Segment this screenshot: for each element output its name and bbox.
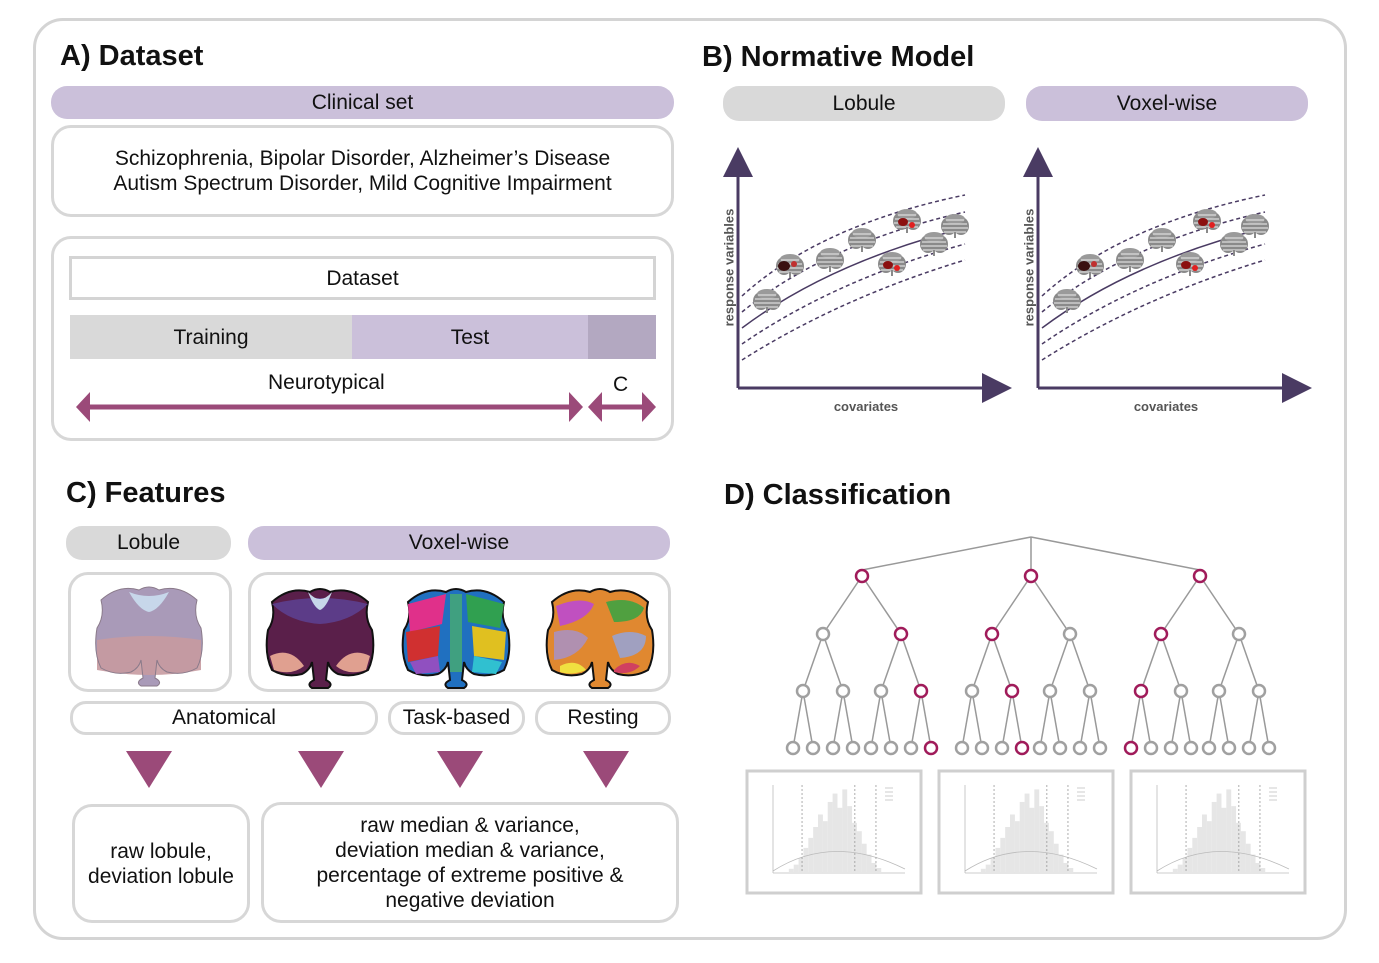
clinical-set-pill: Clinical set xyxy=(51,86,674,119)
tree-leaf-node xyxy=(1201,740,1217,756)
tree-node xyxy=(1231,626,1247,642)
clinical-c-label: C xyxy=(613,373,629,396)
voxelwise-normative-plot xyxy=(1023,147,1312,403)
tree-root-node xyxy=(1023,568,1039,584)
tree-node xyxy=(1004,683,1020,699)
lobule-flatmap xyxy=(95,586,203,687)
disorders-line-2: Autism Spectrum Disorder, Mild Cognitive… xyxy=(113,172,612,195)
lobule-normative-plot xyxy=(723,147,1012,403)
voxelwise-model-pill: Voxel-wise xyxy=(1026,86,1308,121)
tree-node xyxy=(1042,683,1058,699)
task-based-pill: Task-based xyxy=(388,701,525,735)
disorders-box: Schizophrenia, Bipolar Disorder, Alzheim… xyxy=(51,125,674,217)
voxel-features-line-1: raw median & variance, xyxy=(360,813,580,837)
tree-node xyxy=(893,626,909,642)
tree-leaf-node xyxy=(1143,740,1159,756)
tree-node xyxy=(964,683,980,699)
tree-leaf-node xyxy=(1261,740,1277,756)
tree-node xyxy=(815,626,831,642)
resting-flatmap xyxy=(545,588,655,689)
tree-leaf-node xyxy=(1052,740,1068,756)
tree-node xyxy=(984,626,1000,642)
tree-root-node xyxy=(854,568,870,584)
histogram-thumbnail xyxy=(937,769,1115,895)
lobule-features-pill: Lobule xyxy=(66,526,231,560)
lobule-features-line-1: raw lobule, xyxy=(110,839,212,863)
tree-leaf-node xyxy=(923,740,939,756)
tree-leaf-node xyxy=(1183,740,1199,756)
tree-leaf-node xyxy=(1221,740,1237,756)
tree-leaf-node xyxy=(883,740,899,756)
tree-node xyxy=(913,683,929,699)
tree-leaf-node xyxy=(1032,740,1048,756)
training-segment: Training xyxy=(70,315,352,359)
tree-leaf-node xyxy=(1241,740,1257,756)
tree-leaf-node xyxy=(954,740,970,756)
tree-leaf-node xyxy=(845,740,861,756)
clinical-test-segment xyxy=(588,315,656,359)
lobule-features-line-2: deviation lobule xyxy=(88,864,234,888)
tree-leaf-node xyxy=(974,740,990,756)
tree-leaf-node xyxy=(863,740,879,756)
figure-frame xyxy=(33,18,1347,940)
tree-leaf-node xyxy=(1072,740,1088,756)
tree-leaf-node xyxy=(994,740,1010,756)
tree-node xyxy=(795,683,811,699)
tree-node xyxy=(1082,683,1098,699)
tree-root-node xyxy=(1192,568,1208,584)
anatomical-pill: Anatomical xyxy=(70,701,378,735)
tree-leaf-node xyxy=(805,740,821,756)
panel-c-title: C) Features xyxy=(66,477,226,509)
tree-node xyxy=(1133,683,1149,699)
tree-leaf-node xyxy=(785,740,801,756)
anatomical-flatmap xyxy=(265,588,375,689)
lobule-xlabel: covariates xyxy=(833,399,899,414)
tree-node xyxy=(1211,683,1227,699)
voxel-features-line-4: negative deviation xyxy=(385,888,555,912)
panel-b-title: B) Normative Model xyxy=(702,41,975,73)
tree-leaf-node xyxy=(1123,740,1139,756)
tree-leaf-node xyxy=(1092,740,1108,756)
tree-node xyxy=(1062,626,1078,642)
voxel-features-box: raw median & variance, deviation median … xyxy=(261,802,679,923)
lobule-features-box: raw lobule, deviation lobule xyxy=(72,804,250,923)
histogram-thumbnail xyxy=(1129,769,1307,895)
tree-node xyxy=(1173,683,1189,699)
resting-pill: Resting xyxy=(535,701,671,735)
histogram-thumbnail xyxy=(745,769,923,895)
tree-node xyxy=(1251,683,1267,699)
tree-node xyxy=(1153,626,1169,642)
test-segment: Test xyxy=(352,315,588,359)
tree-leaf-node xyxy=(1163,740,1179,756)
panel-a-title: A) Dataset xyxy=(60,40,204,72)
disorders-line-1: Schizophrenia, Bipolar Disorder, Alzheim… xyxy=(114,147,611,170)
tree-node xyxy=(873,683,889,699)
tree-leaf-node xyxy=(903,740,919,756)
dataset-bar: Dataset xyxy=(69,256,656,300)
task-based-flatmap xyxy=(401,588,511,689)
tree-node xyxy=(835,683,851,699)
tree-leaf-node xyxy=(825,740,841,756)
tree-leaf-node xyxy=(1014,740,1030,756)
voxelwise-xlabel: covariates xyxy=(1133,399,1199,414)
voxelwise-features-pill: Voxel-wise xyxy=(248,526,670,560)
lobule-model-pill: Lobule xyxy=(723,86,1005,121)
neurotypical-label: Neurotypical xyxy=(268,371,385,394)
voxel-features-line-2: deviation median & variance, xyxy=(335,838,605,862)
voxel-features-line-3: percentage of extreme positive & xyxy=(316,863,624,887)
panel-d-title: D) Classification xyxy=(724,479,952,511)
